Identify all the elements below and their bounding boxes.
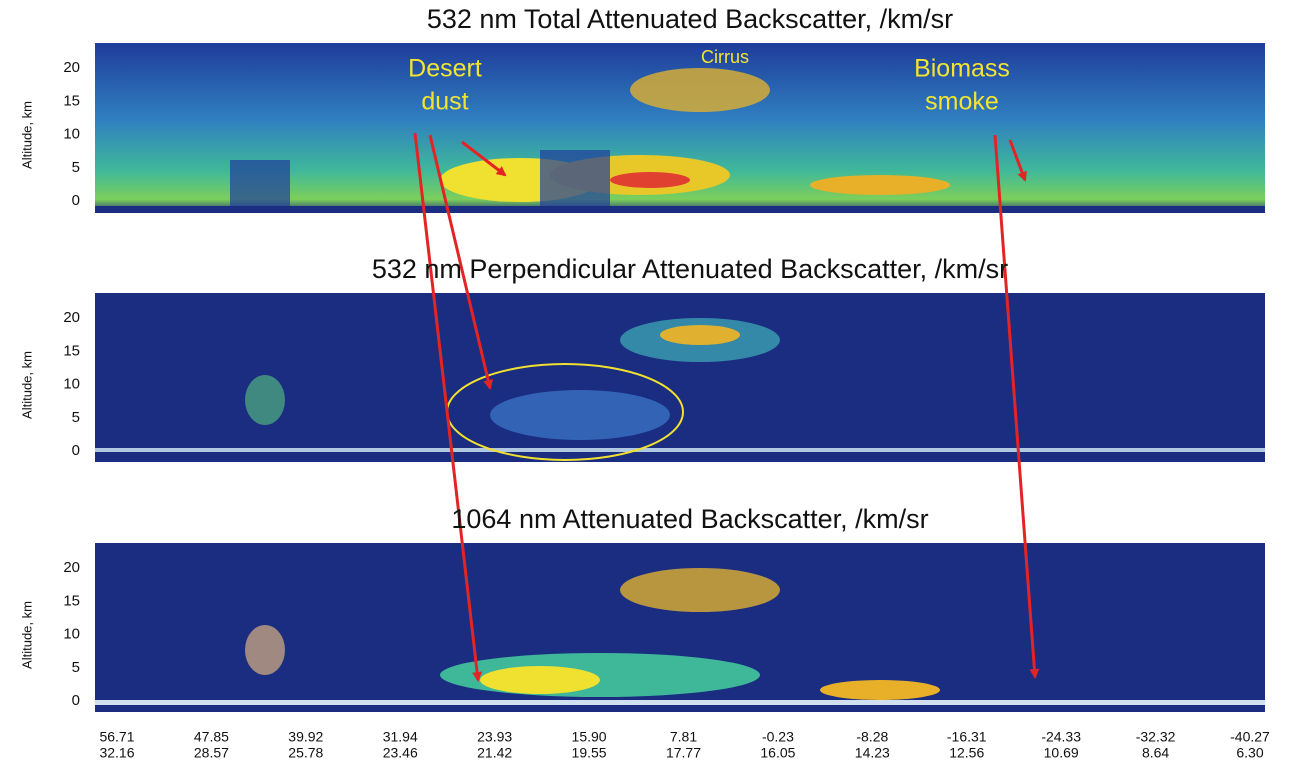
y-tick-label: 15	[63, 342, 80, 359]
y-tick-label: 5	[72, 659, 80, 676]
latitude-label: 31.94	[383, 729, 418, 745]
latitude-label: 15.90	[572, 729, 607, 745]
annotation: dust	[421, 88, 468, 116]
longitude-label: 16.05	[760, 745, 795, 761]
panel-image	[95, 43, 1265, 213]
latitude-label: -32.32	[1136, 729, 1176, 745]
longitude-label: 19.55	[572, 745, 607, 761]
latitude-label: -16.31	[947, 729, 987, 745]
longitude-label: 25.78	[288, 745, 323, 761]
latitude-label: 23.93	[477, 729, 512, 745]
y-tick-label: 5	[72, 159, 80, 176]
y-tick-label: 10	[63, 126, 80, 143]
longitude-label: 14.23	[855, 745, 890, 761]
y-tick-label: 10	[63, 376, 80, 393]
y-tick-label: 20	[63, 559, 80, 576]
longitude-label: 17.77	[666, 745, 701, 761]
longitude-label: 32.16	[99, 745, 134, 761]
panel-title: 1064 nm Attenuated Backscatter, /km/sr	[451, 504, 928, 534]
y-axis-label: Altitude, km	[19, 351, 34, 419]
latitude-label: -0.23	[762, 729, 794, 745]
longitude-label: 10.69	[1044, 745, 1079, 761]
y-tick-label: 20	[63, 309, 80, 326]
latitude-label: 56.71	[99, 729, 134, 745]
panel-image	[95, 293, 1265, 462]
annotation: Desert	[408, 55, 482, 83]
annotation: Biomass	[914, 55, 1010, 83]
longitude-label: 8.64	[1142, 745, 1169, 761]
y-tick-label: 0	[72, 692, 80, 709]
longitude-label: 12.56	[949, 745, 984, 761]
y-tick-label: 10	[63, 626, 80, 643]
y-axis-label: Altitude, km	[19, 101, 34, 169]
y-tick-label: 20	[63, 59, 80, 76]
longitude-label: 23.46	[383, 745, 418, 761]
y-tick-label: 5	[72, 409, 80, 426]
y-axis-label: Altitude, km	[19, 601, 34, 669]
latitude-label: -8.28	[856, 729, 888, 745]
arrows	[413, 132, 1040, 682]
latitude-label: 39.92	[288, 729, 323, 745]
y-tick-label: 0	[72, 192, 80, 209]
latitude-label: -40.27	[1230, 729, 1270, 745]
longitude-label: 21.42	[477, 745, 512, 761]
y-tick-label: 15	[63, 592, 80, 609]
y-tick-label: 15	[63, 92, 80, 109]
longitude-label: 6.30	[1236, 745, 1263, 761]
latitude-label: 7.81	[670, 729, 697, 745]
latitude-label: -24.33	[1041, 729, 1081, 745]
annotation: smoke	[925, 88, 999, 116]
longitude-label: 28.57	[194, 745, 229, 761]
y-tick-label: 0	[72, 442, 80, 459]
latitude-label: 47.85	[194, 729, 229, 745]
panel-title: 532 nm Total Attenuated Backscatter, /km…	[427, 4, 953, 34]
annotation: Cirrus	[701, 47, 749, 67]
panel-title: 532 nm Perpendicular Attenuated Backscat…	[372, 254, 1008, 284]
panel-image	[95, 543, 1265, 712]
